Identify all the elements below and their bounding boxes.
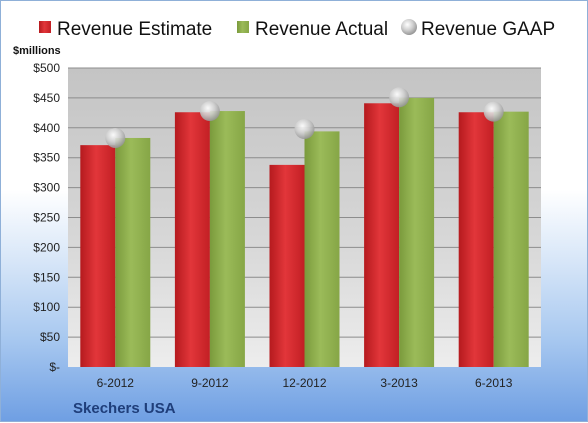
marker-revenue-gaap — [199, 101, 220, 122]
marker-revenue-gaap — [105, 127, 126, 148]
bar-revenue-estimate — [174, 112, 210, 367]
company-label: Skechers USA — [73, 400, 176, 417]
y-tick-label: $100 — [33, 300, 60, 314]
y-tick-label: $300 — [33, 181, 60, 195]
y-tick-label: $50 — [40, 330, 60, 344]
bar-revenue-actual — [209, 111, 245, 367]
marker-revenue-gaap — [294, 118, 315, 139]
legend-swatch-actual — [237, 21, 249, 33]
bars — [80, 97, 529, 368]
y-tick-label: $500 — [33, 61, 60, 75]
x-tick-label: 6-2012 — [97, 376, 135, 390]
gaap-markers — [105, 87, 504, 148]
legend-swatch-gaap — [401, 19, 417, 35]
x-tick-label: 12-2012 — [282, 376, 326, 390]
marker-revenue-gaap — [483, 101, 504, 122]
y-tick-label: $450 — [33, 91, 60, 105]
y-axis-ticks: $- $50 $100 $150 $200 $250 $300 $350 $400 $450 $50… — [33, 61, 60, 374]
legend: Revenue Estimate Revenue Actual Revenue … — [39, 19, 555, 40]
bar-revenue-actual — [493, 111, 529, 368]
bar-revenue-estimate — [80, 145, 116, 367]
bar-revenue-actual — [304, 131, 340, 367]
y-axis-unit-label: $millions — [13, 45, 61, 57]
x-tick-label: 3-2013 — [380, 376, 418, 390]
legend-label-gaap: Revenue GAAP — [421, 19, 555, 40]
bar-revenue-actual — [115, 137, 151, 367]
x-tick-label: 9-2012 — [191, 376, 229, 390]
y-tick-label: $400 — [33, 121, 60, 135]
y-tick-label: $- — [49, 360, 60, 374]
bar-revenue-estimate — [269, 164, 305, 367]
marker-revenue-gaap — [389, 87, 410, 108]
bar-revenue-actual — [399, 97, 435, 368]
bar-revenue-estimate — [458, 112, 494, 367]
y-tick-label: $250 — [33, 211, 60, 225]
y-tick-label: $200 — [33, 240, 60, 254]
legend-label-estimate: Revenue Estimate — [57, 19, 212, 40]
legend-swatch-estimate — [39, 21, 51, 33]
legend-label-actual: Revenue Actual — [255, 19, 388, 40]
y-tick-label: $350 — [33, 151, 60, 165]
bar-revenue-estimate — [364, 103, 400, 368]
y-tick-label: $150 — [33, 270, 60, 284]
x-axis-ticks: 6-2012 9-2012 12-2012 3-2013 6-2013 — [97, 376, 513, 390]
x-tick-label: 6-2013 — [475, 376, 513, 390]
